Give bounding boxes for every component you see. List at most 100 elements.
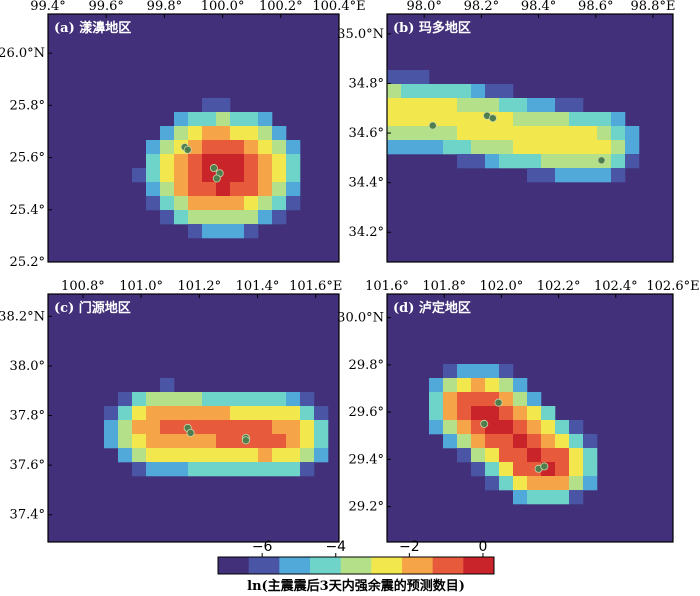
heatmap-cell (499, 406, 514, 421)
heatmap-cell (499, 476, 514, 491)
heatmap-cell (188, 154, 203, 169)
y-tick-label: 37.8° (10, 409, 45, 424)
heatmap-cell (258, 140, 273, 155)
epicenters (180, 143, 224, 183)
heatmap-cell (443, 140, 458, 155)
heatmap-cell (499, 392, 514, 407)
heatmap-cell (286, 462, 301, 477)
epicenter-marker (494, 398, 503, 407)
x-tick-label: 102.0° (480, 279, 524, 294)
heatmap-cell (174, 392, 189, 407)
heatmap-cell (146, 140, 161, 155)
heatmap-cell (443, 112, 458, 127)
heatmap-cell (541, 420, 556, 435)
x-tick-label: 98.2° (464, 0, 499, 14)
colorbar-tick-label: 0 (478, 539, 487, 555)
heatmap-cell (485, 126, 500, 141)
colorbar-frame (217, 556, 495, 575)
y-tick-label: 25.4° (10, 203, 45, 218)
y-tick-label: 34.8° (349, 76, 384, 91)
heatmap-cell (541, 406, 556, 421)
heatmap-cell (188, 182, 203, 197)
heatmap-cell (146, 406, 161, 421)
heatmap-cell (272, 210, 287, 225)
heatmap-cell (611, 126, 626, 141)
heatmap-cell (174, 210, 189, 225)
y-tick-label: 35.0°N (337, 27, 384, 42)
heatmap-cell (300, 462, 315, 477)
heatmap-cell (272, 126, 287, 141)
colorbar-tick-label: −4 (325, 539, 346, 555)
heatmap-cell (160, 154, 175, 169)
heatmap-cell (202, 224, 217, 239)
heatmap-cell (188, 196, 203, 211)
x-tick-label: 99.8° (147, 0, 182, 14)
heatmap-cell (244, 210, 259, 225)
heatmap-cell (457, 112, 472, 127)
heatmap-cell (527, 392, 542, 407)
heatmap-cell (160, 378, 175, 393)
heatmap-cell (555, 140, 570, 155)
heatmap-cell (555, 420, 570, 435)
heatmap-cell (230, 112, 245, 127)
heatmap-cell (202, 112, 217, 127)
heatmap-cell (244, 462, 259, 477)
y-tick-label: 25.6° (10, 151, 45, 166)
heatmap-cell (216, 462, 231, 477)
heatmap-cell (527, 98, 542, 113)
heatmap-cell (244, 140, 259, 155)
heatmap-cell (202, 126, 217, 141)
heatmap-cell (457, 406, 472, 421)
y-tick-label: 29.2° (349, 500, 384, 515)
heatmap-cell (401, 70, 416, 85)
heatmap-cell (569, 168, 584, 183)
heatmap-cell (443, 364, 458, 379)
heatmap-cell (499, 84, 514, 99)
x-tick-label: 100.0° (201, 0, 245, 14)
y-tick-label: 29.8° (349, 358, 384, 373)
heatmap-cell (300, 392, 315, 407)
heatmap-cell (583, 476, 598, 491)
heatmap-cell (513, 406, 528, 421)
heatmap-cell (541, 490, 556, 505)
heatmap-cell (258, 462, 273, 477)
colorbar-swatch (463, 557, 495, 574)
heatmap-cell (132, 420, 147, 435)
heatmap-cell (569, 126, 584, 141)
epicenter-marker (241, 436, 250, 445)
heatmap-cell (597, 126, 612, 141)
heatmap-cell (555, 112, 570, 127)
heatmap-cell (485, 140, 500, 155)
heatmap-cell (443, 98, 458, 113)
heatmap-cell (202, 448, 217, 463)
heatmap-cell (555, 448, 570, 463)
heatmap-cell (583, 154, 598, 169)
heatmap-cell (258, 126, 273, 141)
heatmap-cell (429, 406, 444, 421)
heatmap-cell (230, 448, 245, 463)
y-tick-label: 25.8° (10, 98, 45, 113)
x-tick-label: 98.6° (578, 0, 613, 14)
heatmap-cell (625, 154, 640, 169)
heatmap-cell (146, 196, 161, 211)
heatmap-cell (513, 154, 528, 169)
heatmap-cell (513, 140, 528, 155)
heatmap-cell (314, 420, 329, 435)
x-tick-label: 98.0° (406, 0, 441, 14)
panel-label: (b) 玛多地区 (393, 20, 471, 36)
heatmap-cell (541, 434, 556, 449)
heatmap-cell (499, 462, 514, 477)
heatmap-cell (202, 140, 217, 155)
heatmap-cell (244, 154, 259, 169)
panels: 99.4° 99.6° 99.8° 100.0° 100.2° 100.4°E 25.2° 2… (0, 0, 700, 543)
heatmap-cell (485, 462, 500, 477)
x-tick-label: 101.8° (422, 279, 466, 294)
heatmap-cell (230, 210, 245, 225)
heatmap-cell (286, 168, 301, 183)
heatmap-cell (429, 98, 444, 113)
heatmap-cell (485, 364, 500, 379)
heatmap-cell (527, 434, 542, 449)
heatmap-cell (541, 476, 556, 491)
heatmap-cell (499, 434, 514, 449)
heatmap-cell (457, 364, 472, 379)
